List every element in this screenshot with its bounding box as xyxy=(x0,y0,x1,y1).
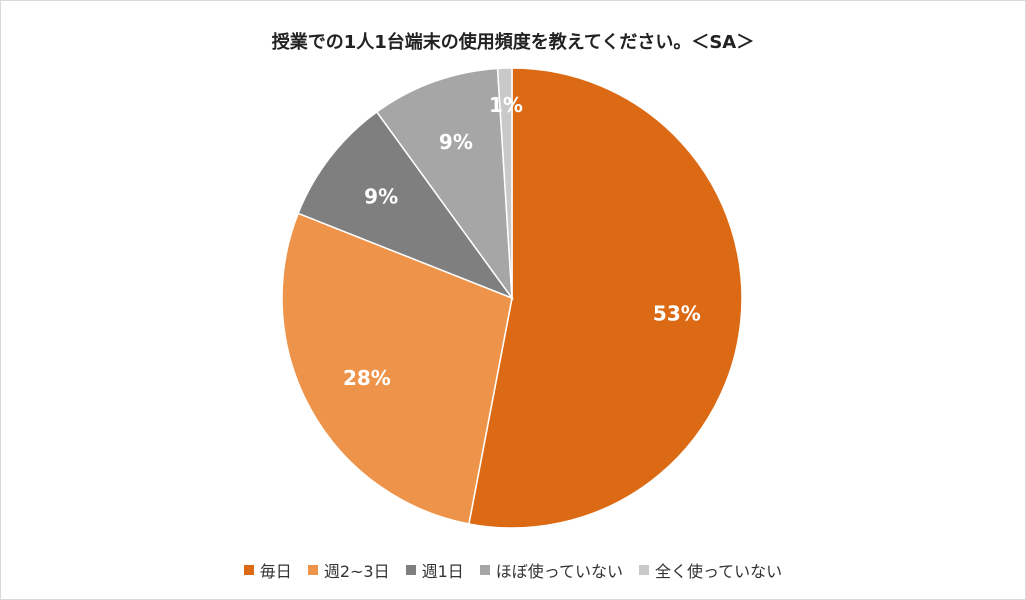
legend-label-3: 週1日 xyxy=(421,562,464,581)
pie-slice-4 xyxy=(375,67,513,301)
legend-item-4: ほぼ使っていない xyxy=(479,558,623,582)
legend-swatch-3 xyxy=(405,565,416,575)
legend-swatch-5 xyxy=(638,565,649,575)
pie-slice-3 xyxy=(297,110,515,300)
chart-title: 授業での1人1台端末の使用頻度を教えてください。＜SA＞ xyxy=(271,32,755,53)
legend-item-2: 週2~3日 xyxy=(307,558,390,582)
legend-item-1: 毎日 xyxy=(243,558,292,582)
pie-slice-2 xyxy=(281,212,513,525)
data-label-5: 1% xyxy=(489,93,523,117)
legend-item-3: 週1日 xyxy=(405,558,464,582)
legend-label-2: 週2~3日 xyxy=(323,562,390,581)
pie-slice-1 xyxy=(468,67,743,529)
legend-label-1: 毎日 xyxy=(259,562,292,581)
data-label-1: 53% xyxy=(653,302,701,326)
data-label-4: 9% xyxy=(439,130,473,154)
data-label-3: 9% xyxy=(364,185,398,209)
legend-label-4: ほぼ使っていない xyxy=(495,562,623,581)
legend-item-5: 全く使っていない xyxy=(638,558,783,582)
legend-swatch-2 xyxy=(307,565,318,575)
legend-label-5: 全く使っていない xyxy=(654,562,783,581)
pie-slice-5 xyxy=(496,67,513,299)
data-label-2: 28% xyxy=(343,366,391,390)
legend-swatch-1 xyxy=(243,565,254,575)
chart-legend: 毎日 週2~3日 週1日 ほぼ使っていない 全く使っていない xyxy=(0,558,1026,582)
legend-swatch-4 xyxy=(479,565,490,575)
